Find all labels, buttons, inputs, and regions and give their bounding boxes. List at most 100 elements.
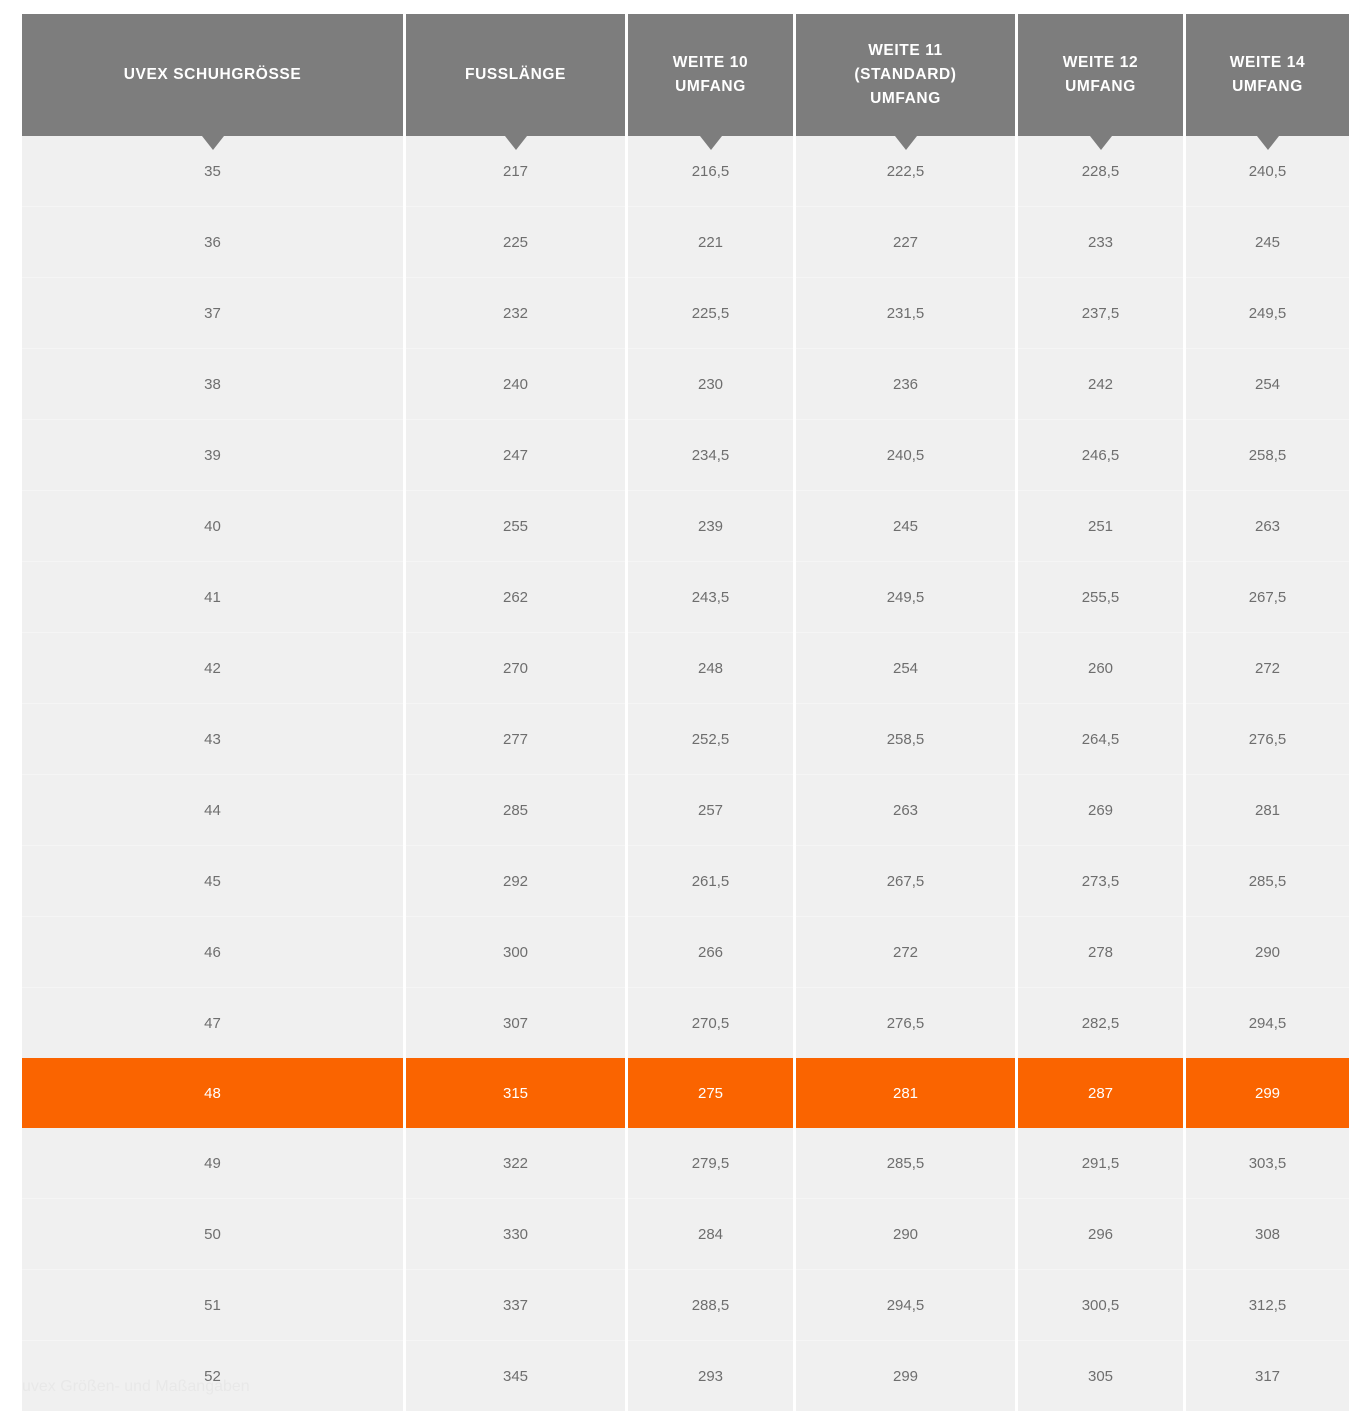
- table-cell-weite14: 312,5: [1186, 1270, 1349, 1341]
- table-row: 50 330 284 290 296 308: [22, 1199, 1349, 1270]
- table-cell-weite12: 264,5: [1018, 704, 1183, 775]
- table-row: 37 232 225,5 231,5 237,5 249,5: [22, 278, 1349, 349]
- table-cell-uvex_schuhgroesse: 52: [22, 1341, 403, 1411]
- table-cell-weite10: 239: [628, 491, 793, 562]
- table-row: 52 345 293 299 305 317: [22, 1341, 1349, 1411]
- column-header-label: WEITE 12 UMFANG: [1062, 53, 1139, 95]
- table-cell-weite12: 237,5: [1018, 278, 1183, 349]
- table-cell-weite11: 254: [796, 633, 1015, 704]
- table-cell-weite14: 285,5: [1186, 846, 1349, 917]
- table-row: 42 270 248 254 260 272: [22, 633, 1349, 704]
- table-cell-weite10: 230: [628, 349, 793, 420]
- triangle-pointer-icon: [1089, 136, 1112, 150]
- table-cell-uvex_schuhgroesse: 37: [22, 278, 403, 349]
- table-cell-weite10: 221: [628, 207, 793, 278]
- triangle-pointer-icon: [504, 136, 527, 150]
- table-cell-weite10: 293: [628, 1341, 793, 1411]
- column-header-weite-10-umfang: WEITE 10 UMFANG: [628, 14, 793, 150]
- column-header-label: FUSSLÄNGE: [465, 65, 566, 83]
- column-header-label: WEITE 14 UMFANG: [1229, 53, 1306, 95]
- column-header-weite-11-standard-umfang: WEITE 11 (STANDARD) UMFANG: [796, 14, 1015, 150]
- table-cell-uvex_schuhgroesse: 49: [22, 1128, 403, 1199]
- table-cell-weite10: 252,5: [628, 704, 793, 775]
- table-cell-fusslaenge: 330: [406, 1199, 625, 1270]
- table-cell-weite11: 258,5: [796, 704, 1015, 775]
- table-cell-weite14: 263: [1186, 491, 1349, 562]
- table-cell-weite11: 263: [796, 775, 1015, 846]
- table-cell-weite12: 260: [1018, 633, 1183, 704]
- table-cell-weite14: 303,5: [1186, 1128, 1349, 1199]
- table-cell-fusslaenge: 240: [406, 349, 625, 420]
- table-cell-weite10: 279,5: [628, 1128, 793, 1199]
- table-cell-fusslaenge: 225: [406, 207, 625, 278]
- table-cell-weite14: 249,5: [1186, 278, 1349, 349]
- table-cell-uvex_schuhgroesse: 38: [22, 349, 403, 420]
- table-cell-fusslaenge: 337: [406, 1270, 625, 1341]
- table-cell-weite14: 299: [1186, 1058, 1349, 1128]
- table-cell-uvex_schuhgroesse: 48: [22, 1058, 403, 1128]
- table-cell-weite14: 308: [1186, 1199, 1349, 1270]
- table-cell-weite14: 294,5: [1186, 988, 1349, 1058]
- table-cell-fusslaenge: 270: [406, 633, 625, 704]
- table-cell-weite10: 248: [628, 633, 793, 704]
- table-cell-fusslaenge: 345: [406, 1341, 625, 1411]
- column-header-uvex-schuhgroesse: UVEX SCHUHGRÖSSE: [22, 14, 403, 150]
- table-cell-weite11: 299: [796, 1341, 1015, 1411]
- column-header-weite-14-umfang: WEITE 14 UMFANG: [1186, 14, 1349, 150]
- table-body: 35 217 216,5 222,5 228,5 240,5 36 225 221 227 233 2…: [22, 136, 1349, 1411]
- table-cell-weite11: 281: [796, 1058, 1015, 1128]
- table-cell-weite12: 296: [1018, 1199, 1183, 1270]
- table-cell-fusslaenge: 262: [406, 562, 625, 633]
- table-cell-weite12: 291,5: [1018, 1128, 1183, 1199]
- table-row: 40 255 239 245 251 263: [22, 491, 1349, 562]
- table-cell-weite12: 287: [1018, 1058, 1183, 1128]
- column-header-fusslaenge: FUSSLÄNGE: [406, 14, 625, 150]
- table-cell-weite14: 290: [1186, 917, 1349, 988]
- table-cell-weite14: 245: [1186, 207, 1349, 278]
- table-cell-weite14: 267,5: [1186, 562, 1349, 633]
- table-cell-uvex_schuhgroesse: 46: [22, 917, 403, 988]
- table-row: 41 262 243,5 249,5 255,5 267,5: [22, 562, 1349, 633]
- table-cell-uvex_schuhgroesse: 40: [22, 491, 403, 562]
- table-cell-uvex_schuhgroesse: 43: [22, 704, 403, 775]
- column-header-label: UVEX SCHUHGRÖSSE: [123, 65, 302, 83]
- table-row: 46 300 266 272 278 290: [22, 917, 1349, 988]
- table-cell-weite14: 254: [1186, 349, 1349, 420]
- table-cell-weite14: 258,5: [1186, 420, 1349, 491]
- table-cell-weite10: 234,5: [628, 420, 793, 491]
- column-header-label: WEITE 10 UMFANG: [672, 53, 749, 95]
- table-header: UVEX SCHUHGRÖSSE FUSSLÄNGE WEITE 10 UMFA…: [22, 14, 1349, 150]
- table-row: 51 337 288,5 294,5 300,5 312,5: [22, 1270, 1349, 1341]
- table-cell-weite11: 285,5: [796, 1128, 1015, 1199]
- table-cell-weite11: 290: [796, 1199, 1015, 1270]
- size-chart-container: UVEX SCHUHGRÖSSE FUSSLÄNGE WEITE 10 UMFA…: [22, 14, 1349, 1411]
- table-cell-weite14: 317: [1186, 1341, 1349, 1411]
- table-cell-uvex_schuhgroesse: 36: [22, 207, 403, 278]
- table-row: 43 277 252,5 258,5 264,5 276,5: [22, 704, 1349, 775]
- table-cell-fusslaenge: 232: [406, 278, 625, 349]
- table-cell-weite12: 233: [1018, 207, 1183, 278]
- table-cell-weite11: 294,5: [796, 1270, 1015, 1341]
- table-cell-weite10: 261,5: [628, 846, 793, 917]
- table-header-row: UVEX SCHUHGRÖSSE FUSSLÄNGE WEITE 10 UMFA…: [22, 14, 1349, 150]
- table-cell-weite11: 245: [796, 491, 1015, 562]
- table-cell-weite12: 251: [1018, 491, 1183, 562]
- table-cell-weite11: 227: [796, 207, 1015, 278]
- table-row: 47 307 270,5 276,5 282,5 294,5: [22, 988, 1349, 1058]
- table-cell-uvex_schuhgroesse: 39: [22, 420, 403, 491]
- table-cell-fusslaenge: 247: [406, 420, 625, 491]
- column-header-weite-12-umfang: WEITE 12 UMFANG: [1018, 14, 1183, 150]
- table-cell-weite10: 225,5: [628, 278, 793, 349]
- triangle-pointer-icon: [201, 136, 224, 150]
- table-cell-fusslaenge: 292: [406, 846, 625, 917]
- table-cell-uvex_schuhgroesse: 51: [22, 1270, 403, 1341]
- table-cell-weite14: 272: [1186, 633, 1349, 704]
- table-cell-weite10: 284: [628, 1199, 793, 1270]
- table-cell-weite10: 288,5: [628, 1270, 793, 1341]
- table-cell-weite10: 243,5: [628, 562, 793, 633]
- table-cell-weite10: 270,5: [628, 988, 793, 1058]
- triangle-pointer-icon: [1256, 136, 1279, 150]
- table-cell-weite12: 255,5: [1018, 562, 1183, 633]
- table-cell-weite11: 236: [796, 349, 1015, 420]
- table-cell-weite12: 300,5: [1018, 1270, 1183, 1341]
